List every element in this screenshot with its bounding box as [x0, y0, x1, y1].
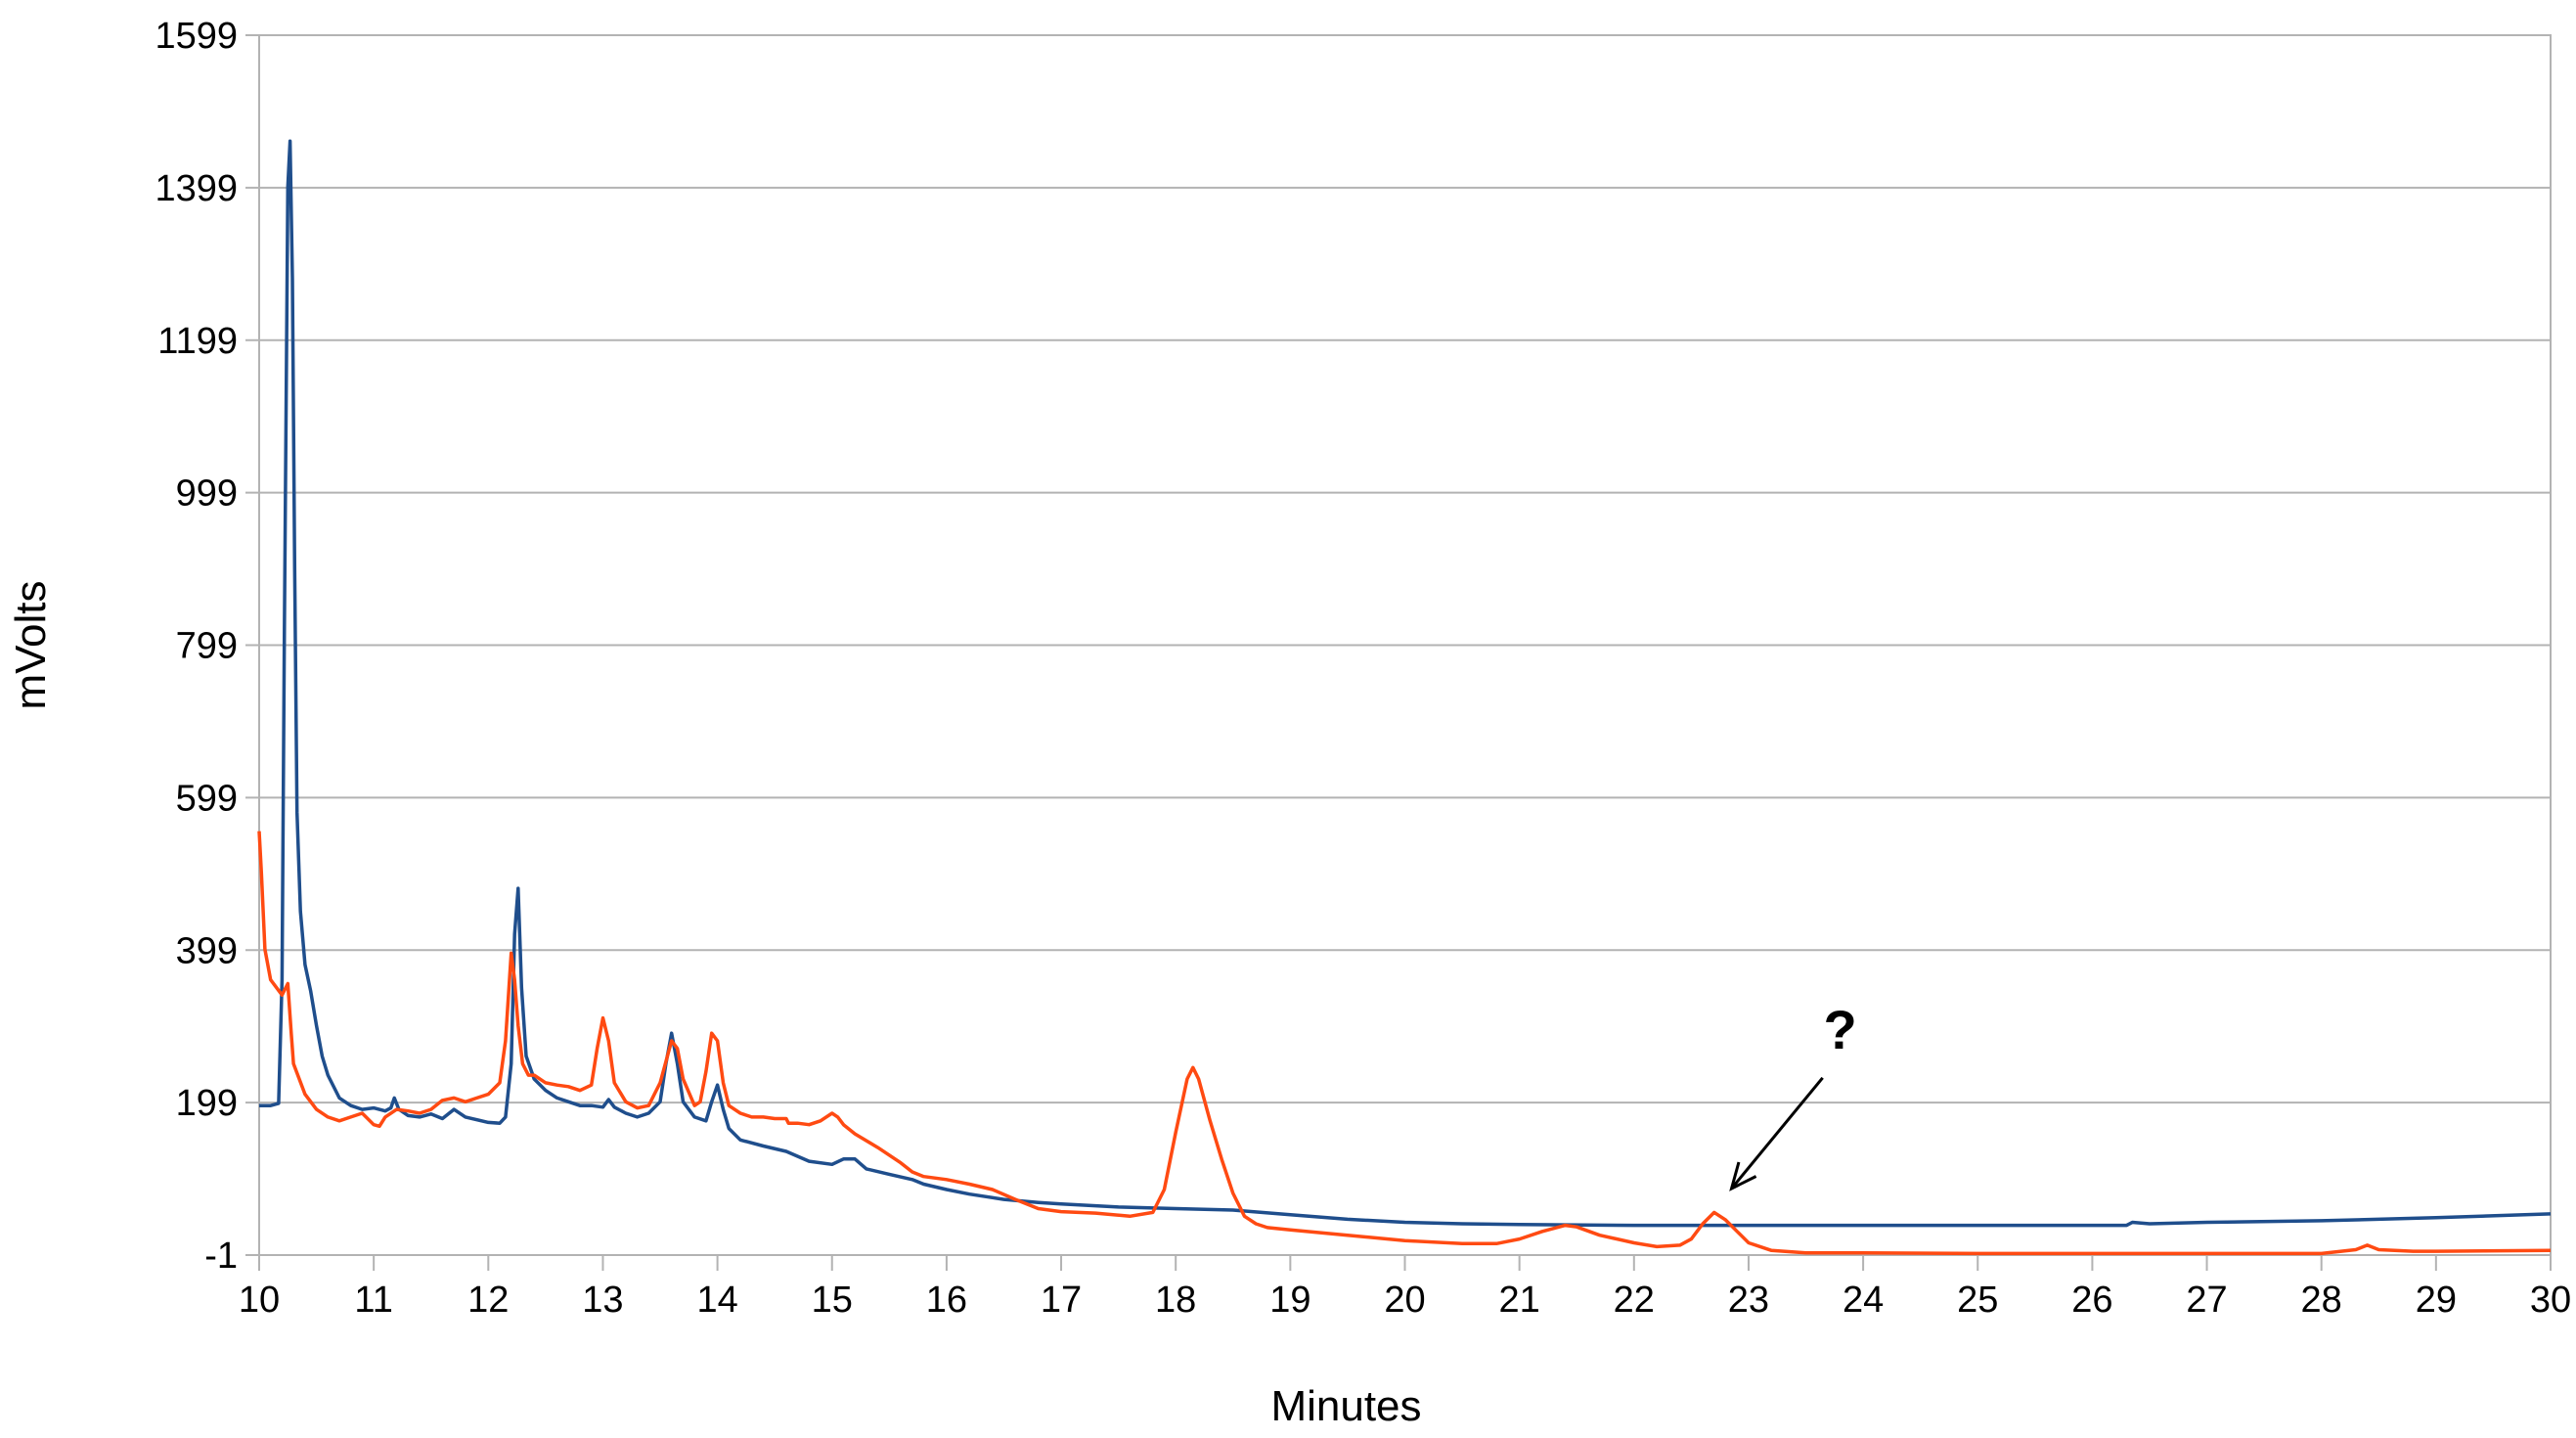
annotation-layer: ?: [1729, 999, 1857, 1191]
y-tick-label: 199: [176, 1083, 238, 1124]
y-tick-label: 599: [176, 778, 238, 819]
y-tick-label: 999: [176, 473, 238, 515]
x-tick-label: 23: [1728, 1280, 1769, 1321]
annotation-arrow: [1730, 1076, 1824, 1190]
x-tick-label: 26: [2071, 1280, 2112, 1321]
x-tick-label: 16: [926, 1280, 967, 1321]
x-tick-label: 17: [1041, 1280, 1082, 1321]
annotation-label: ?: [1824, 999, 1857, 1060]
series-layer: [257, 139, 2552, 1256]
x-tick-label: 25: [1957, 1280, 1998, 1321]
x-tick-label: 19: [1269, 1280, 1310, 1321]
y-axis-ticks: -1 199 399 599 799 999 1199 1399 1599: [155, 16, 259, 1277]
y-tick-label: 1599: [155, 16, 238, 57]
x-tick-label: 22: [1614, 1280, 1655, 1321]
y-tick-label: 1199: [157, 321, 238, 362]
y-tick-label: -1: [204, 1236, 238, 1277]
x-axis-label: Minutes: [1270, 1382, 1421, 1430]
x-tick-label: 21: [1499, 1280, 1540, 1321]
x-tick-label: 30: [2530, 1280, 2571, 1321]
x-tick-label: 27: [2186, 1280, 2227, 1321]
gridlines: [259, 34, 2551, 1256]
x-tick-label: 11: [354, 1280, 392, 1321]
x-tick-label: 24: [1843, 1280, 1884, 1321]
y-axis-label: mVolts: [7, 580, 55, 709]
x-axis-ticks: 10 11 12 13 14 15 16 17 18 19 20 21 22 23 24 25 26 27 28 29…: [239, 1255, 2571, 1321]
y-tick-label: 799: [176, 626, 238, 667]
y-tick-label: 1399: [155, 168, 238, 209]
x-tick-label: 15: [812, 1280, 853, 1321]
x-tick-label: 10: [239, 1280, 280, 1321]
x-tick-label: 18: [1155, 1280, 1196, 1321]
x-tick-label: 29: [2416, 1280, 2457, 1321]
x-tick-label: 13: [582, 1280, 623, 1321]
x-tick-label: 12: [467, 1280, 509, 1321]
series-line-2: [257, 831, 2552, 1256]
x-tick-label: 14: [696, 1280, 737, 1321]
series-line-1: [259, 139, 2552, 1228]
x-tick-label: 20: [1384, 1280, 1425, 1321]
x-tick-label: 28: [2301, 1280, 2342, 1321]
annotation-arrowhead: [1729, 1161, 1757, 1191]
y-tick-label: 399: [176, 930, 238, 971]
